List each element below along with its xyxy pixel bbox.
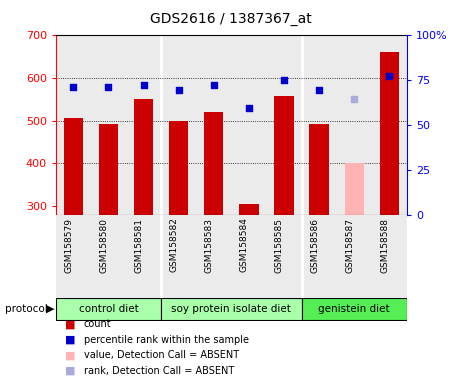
Text: protocol: protocol [5, 304, 47, 314]
Bar [134, 99, 153, 215]
Bar [64, 118, 83, 215]
Text: ■: ■ [65, 366, 76, 376]
Point [385, 73, 393, 79]
Bar [204, 112, 224, 215]
Bar [196, 215, 232, 298]
Bar [126, 35, 161, 215]
Bar [169, 121, 188, 215]
Text: GSM158584: GSM158584 [240, 217, 249, 272]
Text: count: count [84, 319, 111, 329]
Bar [301, 298, 407, 320]
Bar [337, 215, 372, 298]
Bar [372, 35, 407, 215]
Point [105, 84, 112, 91]
Text: ■: ■ [65, 350, 76, 360]
Point [140, 82, 147, 88]
Bar [196, 35, 231, 215]
Text: GSM158587: GSM158587 [345, 217, 354, 273]
Bar [161, 215, 196, 298]
Text: genistein diet: genistein diet [319, 304, 390, 314]
Bar [345, 164, 364, 215]
Text: GDS2616 / 1387367_at: GDS2616 / 1387367_at [151, 12, 312, 25]
Point [245, 104, 252, 111]
Bar [56, 35, 91, 215]
Bar [56, 298, 161, 320]
Bar [232, 215, 266, 298]
Text: GSM158583: GSM158583 [205, 217, 214, 273]
Text: GSM158582: GSM158582 [170, 217, 179, 272]
Bar [231, 35, 266, 215]
Point [210, 82, 218, 88]
Text: GSM158588: GSM158588 [380, 217, 389, 273]
Text: ■: ■ [65, 335, 76, 345]
Point [280, 77, 288, 83]
Text: GSM158579: GSM158579 [64, 217, 73, 273]
Bar [91, 35, 126, 215]
Bar [372, 215, 407, 298]
Text: rank, Detection Call = ABSENT: rank, Detection Call = ABSENT [84, 366, 234, 376]
Bar [161, 35, 196, 215]
Point [315, 86, 323, 93]
Bar [126, 215, 161, 298]
Bar [301, 215, 337, 298]
Point [175, 87, 182, 93]
Bar [266, 35, 301, 215]
Text: GSM158580: GSM158580 [100, 217, 108, 273]
Bar [379, 52, 399, 215]
Bar [309, 124, 329, 215]
Text: soy protein isolate diet: soy protein isolate diet [172, 304, 291, 314]
Bar [56, 215, 91, 298]
Text: ■: ■ [65, 319, 76, 329]
Text: GSM158586: GSM158586 [310, 217, 319, 273]
Point [351, 96, 358, 102]
Bar [274, 96, 294, 215]
Point [70, 84, 77, 90]
Bar [91, 215, 126, 298]
Bar [337, 35, 372, 215]
Bar [161, 298, 301, 320]
Text: percentile rank within the sample: percentile rank within the sample [84, 335, 249, 345]
Text: control diet: control diet [79, 304, 138, 314]
Text: GSM158581: GSM158581 [134, 217, 144, 273]
Bar [99, 124, 118, 215]
Text: value, Detection Call = ABSENT: value, Detection Call = ABSENT [84, 350, 239, 360]
Bar [301, 35, 337, 215]
Bar [266, 215, 301, 298]
Bar [239, 204, 259, 215]
Text: GSM158585: GSM158585 [275, 217, 284, 273]
Text: ▶: ▶ [46, 304, 54, 314]
